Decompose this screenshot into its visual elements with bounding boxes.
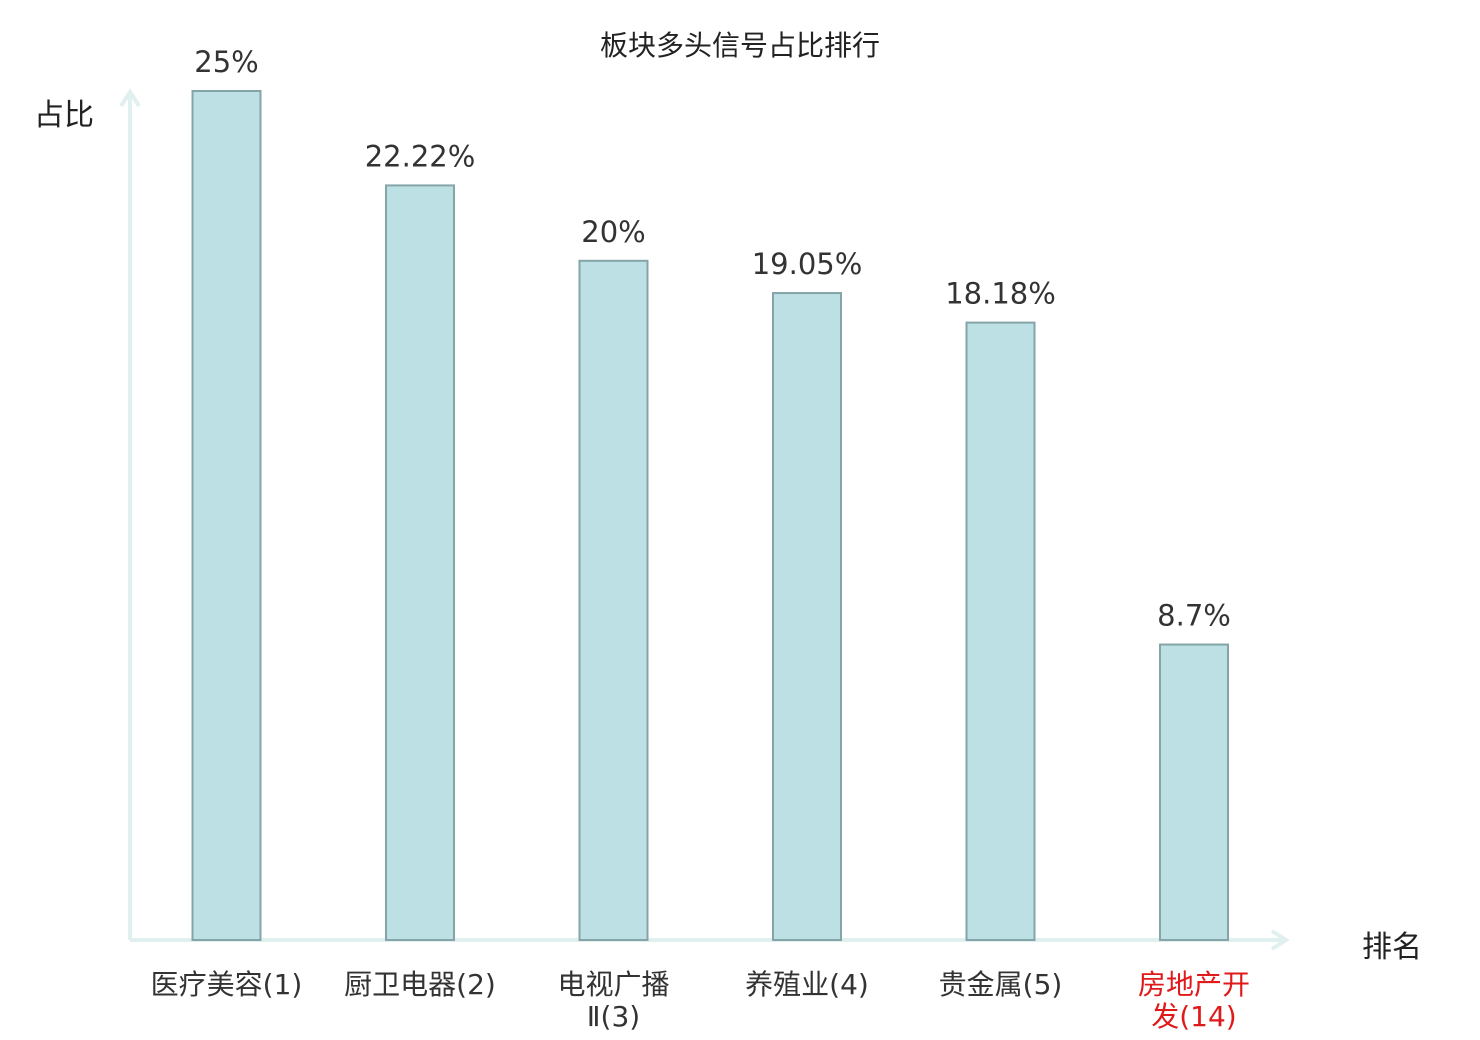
bar — [191, 90, 262, 941]
x-tick-label: 房地产开 — [1138, 968, 1250, 1001]
bar — [772, 292, 842, 941]
x-tick-label: 贵金属(5) — [939, 968, 1063, 1001]
chart-title: 板块多头信号占比排行 — [599, 29, 880, 62]
data-label: 19.05% — [752, 247, 863, 281]
data-label: 20% — [581, 215, 645, 249]
data-label: 25% — [194, 45, 258, 79]
y-axis-arrow — [119, 88, 141, 108]
x-tick-label: 养殖业(4) — [745, 968, 869, 1001]
bar — [1159, 643, 1229, 941]
x-tick-label: 电视广播 — [557, 968, 669, 1001]
x-tick-label: Ⅱ(3) — [587, 1000, 640, 1033]
bar — [578, 259, 649, 941]
data-label: 22.22% — [365, 139, 476, 173]
x-tick-label: 医疗美容(1) — [151, 968, 303, 1001]
x-axis-label: 排名 — [1362, 930, 1422, 965]
bar — [385, 184, 455, 941]
data-label: 8.7% — [1157, 599, 1231, 633]
data-label: 18.18% — [945, 277, 1056, 311]
x-axis-arrow — [1270, 929, 1290, 951]
x-tick-label: 发(14) — [1151, 1000, 1236, 1033]
x-tick-label: 厨卫电器(2) — [344, 968, 496, 1001]
bar — [965, 321, 1036, 942]
y-axis-label: 占比 — [34, 98, 94, 133]
